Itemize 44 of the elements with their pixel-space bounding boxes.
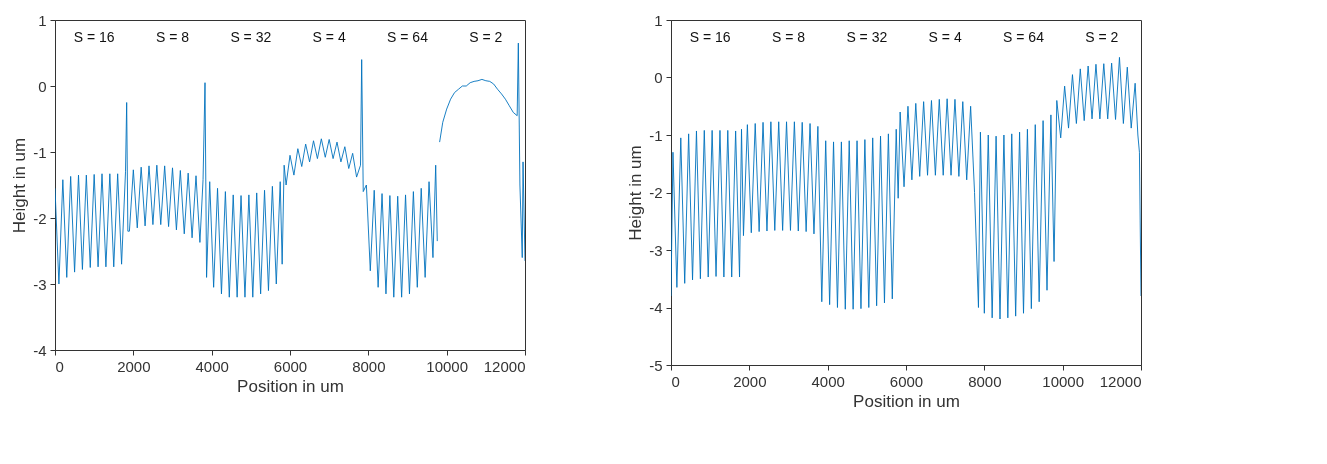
y-axis-title: Height in um [626, 145, 646, 241]
y-tick-label: 0 [38, 77, 47, 95]
annotation: S = 4 [928, 29, 962, 45]
x-tick-label: 0 [55, 357, 64, 375]
y-tick-label: -5 [649, 356, 663, 374]
y-tick-label: -2 [649, 184, 663, 201]
annotation: S = 16 [689, 29, 731, 45]
y-tick-label: -2 [33, 209, 47, 227]
annotation: S = 2 [1085, 29, 1119, 45]
y-tick-label: 1 [654, 11, 663, 29]
x-tick-label: 8000 [968, 372, 1002, 390]
y-tick-label: 0 [654, 69, 663, 86]
y-axis-title: Height in um [10, 137, 30, 234]
x-tick-label: 8000 [352, 357, 386, 375]
line-series [671, 56, 1141, 320]
annotation: S = 4 [312, 29, 346, 45]
x-tick-label: 10000 [1042, 372, 1085, 390]
y-tick-label: -3 [649, 241, 663, 259]
annotation: S = 8 [155, 29, 190, 45]
x-tick-label: 10000 [426, 357, 469, 375]
x-tick-label: 6000 [889, 372, 924, 390]
x-tick-label: 2000 [117, 357, 151, 375]
x-tick-label: 6000 [273, 357, 308, 375]
x-axis-title: Position in um [853, 391, 960, 411]
x-axis-title: Position in um [237, 376, 344, 396]
y-tick-label: -1 [649, 126, 663, 144]
x-tick-label: 12000 [1099, 372, 1142, 390]
x-tick-label: 0 [671, 372, 680, 390]
x-tick-label: 2000 [733, 372, 767, 390]
y-tick-label: -3 [33, 275, 47, 293]
annotation: S = 8 [771, 29, 806, 45]
y-tick-label: -4 [649, 299, 663, 316]
annotation: S = 64 [1003, 29, 1045, 45]
x-tick-label: 4000 [195, 357, 229, 375]
annotation: S = 64 [387, 29, 429, 45]
annotation: S = 32 [846, 29, 888, 45]
annotation: S = 32 [230, 29, 272, 45]
y-tick-label: 1 [38, 11, 47, 29]
y-tick-label: -1 [33, 143, 47, 161]
annotation: S = 16 [73, 29, 115, 45]
x-tick-label: 4000 [811, 372, 845, 390]
x-tick-label: 12000 [483, 357, 526, 375]
annotation: S = 2 [469, 29, 503, 45]
y-tick-label: -4 [33, 341, 47, 359]
